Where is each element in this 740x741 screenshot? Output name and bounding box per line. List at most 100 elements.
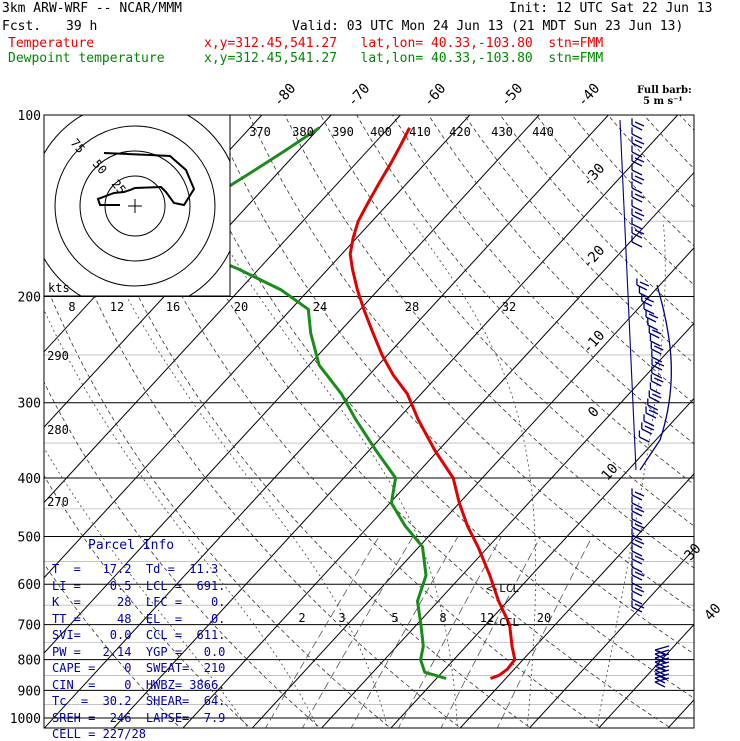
parcel-info-row: CAPE = 0 SWEAT= 210 — [52, 661, 225, 675]
pressure-tick-label: 700 — [18, 619, 41, 634]
lcl-annotation: <-LCL — [486, 582, 519, 595]
wind-barb-flag — [649, 397, 659, 402]
dry-adiabat-line — [177, 115, 740, 731]
parcel-info-row: CIN = 0 HWBZ= 3866. — [52, 678, 225, 692]
mixing-ratio-line — [440, 537, 541, 731]
isotherm-label: -30 — [580, 161, 609, 191]
wind-barb-flag — [632, 179, 642, 184]
theta-label: 380 — [292, 125, 314, 139]
parcel-info-row: CELL = 227/28 — [52, 727, 146, 741]
parcel-info-row: T = 17.2 Td = 11.3 — [52, 562, 218, 576]
isotherm-line — [458, 115, 740, 731]
wind-barb-flag — [652, 394, 661, 398]
wind-barb-flag — [632, 519, 642, 524]
isotherm-label: -10 — [580, 328, 609, 358]
wind-barb-flag — [650, 389, 660, 394]
dry-adiabat-line — [357, 115, 740, 731]
wind-barb-flag — [632, 543, 642, 548]
mixing-ratio-bottom-label: 20 — [537, 611, 551, 625]
theta-label: 410 — [409, 125, 431, 139]
wind-barb-flag — [632, 224, 642, 229]
wind-barb-flag — [632, 206, 642, 211]
wind-barb-flag — [644, 421, 654, 426]
dry-adiabat-line — [393, 115, 740, 731]
mixing-ratio-top-label: 16 — [166, 300, 180, 314]
isotherm-label: -40 — [575, 81, 604, 111]
isotherm-line — [319, 115, 740, 731]
wind-barb-flag — [632, 551, 642, 556]
mixing-ratio-bottom-label: 3 — [338, 611, 345, 625]
isotherm-line — [666, 115, 740, 731]
mixing-ratio-line — [264, 537, 379, 731]
isotherm-label: -70 — [345, 81, 374, 111]
isotherm-line — [180, 115, 740, 731]
parcel-info-row: Tc = 30.2 SHEAR= 64. — [52, 694, 225, 708]
wind-barb-flag — [649, 314, 658, 318]
wind-barb-flag — [632, 215, 642, 220]
parcel-info-row: PW = 2.14 YGP = 0.0 — [52, 645, 225, 659]
wind-barb-shaft — [655, 646, 669, 650]
wind-barb-flag — [654, 346, 663, 350]
wind-barb-flag — [632, 134, 642, 139]
wind-barb-flag — [654, 378, 663, 382]
wind-barb-flag — [637, 285, 647, 290]
wind-barb-flag — [632, 575, 642, 580]
wind-barb-flag — [632, 599, 642, 604]
mixing-ratio-top-label: 8 — [68, 300, 75, 314]
wind-barb-flag — [645, 426, 654, 430]
theta-label: 370 — [249, 125, 271, 139]
wind-barb-flag — [635, 492, 644, 496]
dry-adiabat-line — [428, 115, 740, 731]
pressure-tick-label: 300 — [18, 397, 41, 412]
wind-barb-flag — [632, 143, 642, 148]
isotherm-label: -20 — [580, 243, 609, 273]
wind-barb-flag — [632, 527, 642, 532]
wind-barb-flag — [632, 125, 642, 130]
parcel-info-row: LI = 0.5 LCL = 691. — [52, 579, 225, 593]
mixing-ratio-top-label: 20 — [234, 300, 248, 314]
mixing-ratio-top-label: 32 — [502, 300, 516, 314]
wind-barb-flag — [632, 242, 642, 247]
wind-barb-flag — [642, 429, 652, 434]
wind-barb-staff — [620, 120, 636, 470]
wind-barb-flag — [632, 197, 642, 202]
wind-barb-flag — [632, 495, 642, 500]
moist-adiabat-line — [412, 221, 536, 731]
theta-label: 400 — [370, 125, 392, 139]
dry-adiabat-line — [213, 115, 740, 731]
parcel-info-row: SREH = 246 LAPSE= 7.9 — [52, 711, 225, 725]
hodograph-units-label: kts — [48, 281, 70, 295]
wind-barb-flag — [632, 511, 642, 516]
pressure-tick-label: 500 — [18, 530, 41, 545]
isotherm-label: -50 — [498, 81, 527, 111]
mixing-ratio-top-label: 28 — [405, 300, 419, 314]
isotherm-label: 40 — [701, 601, 724, 624]
wind-barb-flag — [632, 567, 642, 572]
mixing-ratio-top-label: 12 — [110, 300, 124, 314]
isotherm-label: 0 — [585, 404, 603, 421]
ccl-annotation: <-CCL — [486, 616, 519, 629]
mixing-ratio-line — [350, 537, 458, 731]
theta-left-label: 270 — [47, 495, 69, 509]
wind-barb-flag — [635, 588, 644, 592]
dry-adiabat-line — [644, 115, 740, 731]
wind-barb-flag — [635, 140, 644, 144]
wind-barb-flag — [635, 524, 644, 528]
wind-barb-flag — [635, 176, 644, 180]
theta-label: 440 — [532, 125, 554, 139]
mixing-ratio-bottom-label: 2 — [298, 611, 305, 625]
pressure-tick-label: 600 — [18, 578, 41, 593]
dry-adiabat-line — [572, 115, 740, 731]
wind-barb-flag — [651, 381, 661, 386]
dry-adiabat-line — [608, 115, 740, 731]
wind-barb-flag — [640, 282, 649, 286]
dry-adiabat-line — [321, 115, 740, 731]
isotherm-line — [250, 115, 740, 731]
pressure-tick-label: 400 — [18, 472, 41, 487]
wind-barb-flag — [635, 540, 644, 544]
dry-adiabat-line — [536, 115, 740, 731]
theta-label: 430 — [491, 125, 513, 139]
wind-barb-flag — [651, 349, 661, 354]
theta-left-label: 280 — [47, 423, 69, 437]
wind-barb-flag — [632, 152, 642, 157]
